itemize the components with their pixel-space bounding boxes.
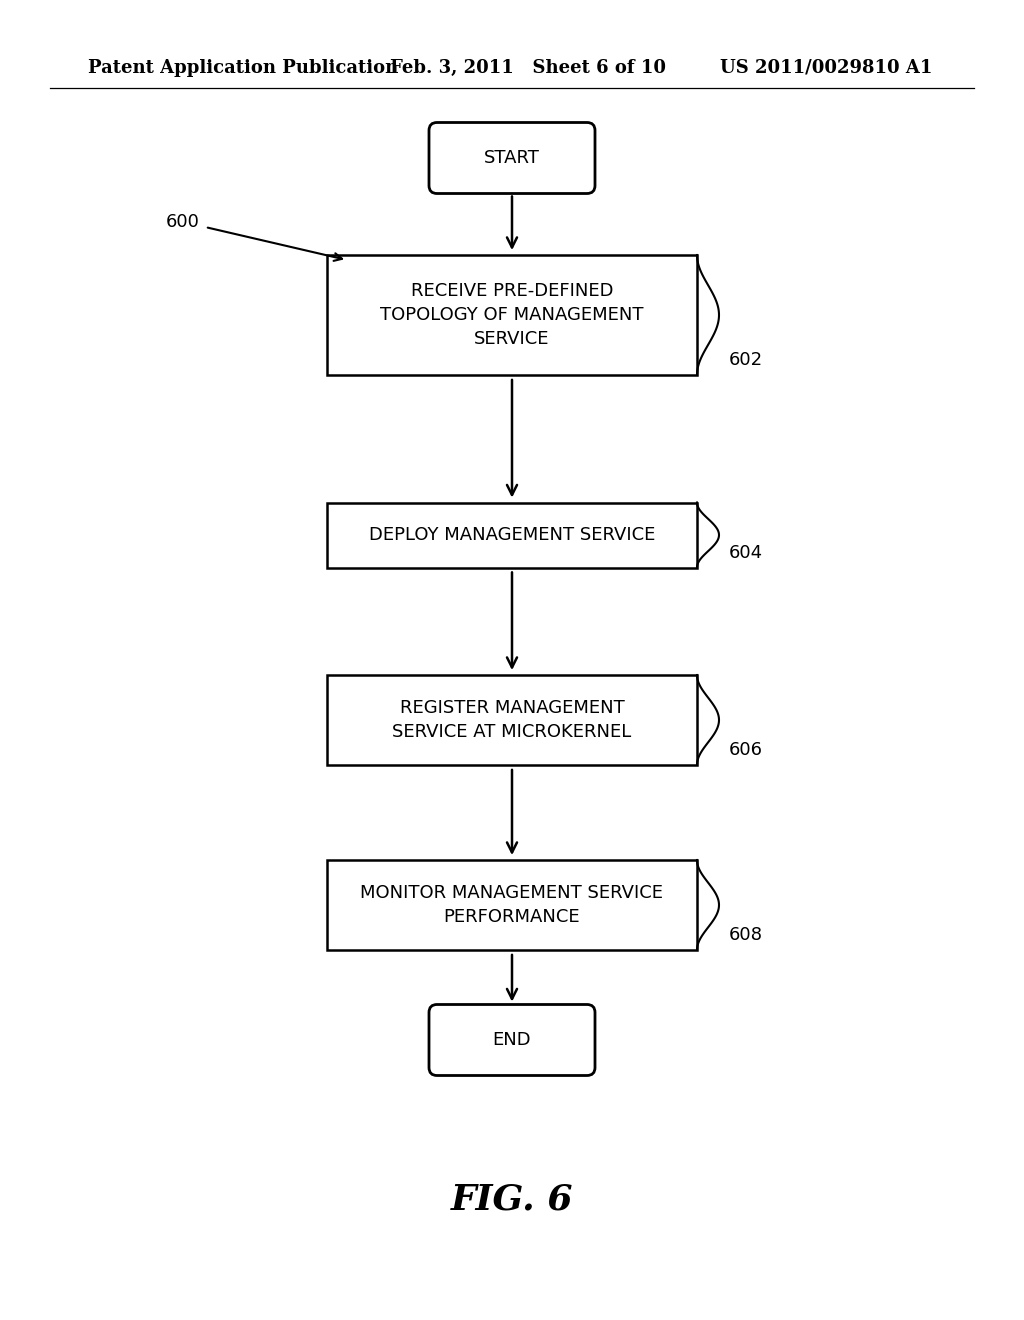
Text: 604: 604: [729, 544, 763, 561]
Text: MONITOR MANAGEMENT SERVICE
PERFORMANCE: MONITOR MANAGEMENT SERVICE PERFORMANCE: [360, 884, 664, 925]
Bar: [327, 503, 697, 568]
Text: 602: 602: [729, 351, 763, 370]
FancyBboxPatch shape: [429, 1005, 595, 1076]
Bar: [327, 255, 697, 375]
Text: 600: 600: [166, 213, 200, 231]
Text: START: START: [484, 149, 540, 168]
Text: FIG. 6: FIG. 6: [451, 1183, 573, 1217]
FancyBboxPatch shape: [429, 123, 595, 194]
Text: REGISTER MANAGEMENT
SERVICE AT MICROKERNEL: REGISTER MANAGEMENT SERVICE AT MICROKERN…: [392, 700, 632, 741]
Text: US 2011/0029810 A1: US 2011/0029810 A1: [720, 59, 933, 77]
Bar: [327, 675, 697, 766]
Text: RECEIVE PRE-DEFINED
TOPOLOGY OF MANAGEMENT
SERVICE: RECEIVE PRE-DEFINED TOPOLOGY OF MANAGEME…: [380, 282, 644, 347]
Text: END: END: [493, 1031, 531, 1049]
Text: 606: 606: [729, 741, 763, 759]
Text: DEPLOY MANAGEMENT SERVICE: DEPLOY MANAGEMENT SERVICE: [369, 525, 655, 544]
Bar: [327, 861, 697, 950]
Text: Feb. 3, 2011   Sheet 6 of 10: Feb. 3, 2011 Sheet 6 of 10: [390, 59, 666, 77]
Text: Patent Application Publication: Patent Application Publication: [88, 59, 398, 77]
Text: 608: 608: [729, 927, 763, 944]
